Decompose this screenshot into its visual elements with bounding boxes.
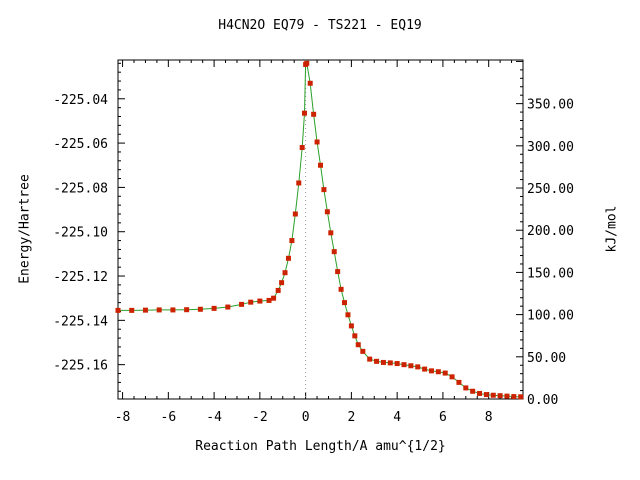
data-point [299,145,305,151]
data-point [266,297,272,303]
x-tick-label: -8 [115,410,131,425]
data-point [504,393,510,399]
data-point [156,307,162,313]
y2-tick-label: 250.00 [527,182,574,197]
data-point [301,110,307,116]
y2-tick-label: 50.00 [527,351,566,366]
data-point [248,299,254,305]
data-point [314,139,320,145]
data-point [511,394,517,400]
series-line [118,62,521,398]
x-tick-label: 6 [439,410,447,425]
data-point [345,312,351,318]
data-point [360,348,366,354]
data-point [321,187,327,193]
data-point [497,393,503,399]
data-point [518,394,524,400]
data-point [225,304,231,310]
data-point [374,358,380,364]
y-tick-label: -225.14 [53,314,108,329]
data-point [279,280,285,286]
data-point [477,390,483,396]
data-point [239,301,245,307]
data-point [328,230,334,236]
data-point [142,307,148,313]
data-point [304,60,310,66]
data-point [422,366,428,372]
data-point [352,333,358,339]
data-point [307,80,313,86]
data-point [463,385,469,391]
data-point [296,180,302,186]
y2-tick-label: 0.00 [527,393,558,408]
x-tick-label: -4 [206,410,222,425]
data-point [387,360,393,366]
y-tick-label: -225.08 [53,181,108,196]
y2-tick-label: 150.00 [527,266,574,281]
data-marks [115,60,524,400]
x-axis-title: Reaction Path Length/A amu^{1/2} [195,439,446,454]
data-point [348,323,354,329]
y-tick-label: -225.10 [53,226,108,241]
data-point [355,342,361,348]
data-point [367,356,373,362]
x-tick-label: -6 [161,410,177,425]
y2-tick-label: 350.00 [527,98,574,113]
x-tick-label: -2 [252,410,268,425]
data-point [490,392,496,398]
x-tick-label: 0 [302,410,310,425]
data-point [380,359,386,365]
y-tick-label: -225.16 [53,359,108,374]
data-point [311,111,317,117]
chart-title: H4CN2O EQ79 - TS221 - EQ19 [218,18,422,33]
axes: -8 -6 -4 -2 0 2 4 6 8 -225.16 -225.14 -225.12 -225.1… [53,60,574,425]
y-tick-label: -225.04 [53,93,108,108]
x-tick-label: 2 [347,410,355,425]
y-tick-label: -225.06 [53,137,108,152]
y-tick-label: -225.12 [53,270,108,285]
data-point [129,307,135,313]
data-point [211,305,217,311]
data-point [289,238,295,244]
data-point [275,287,281,293]
data-point [428,368,434,374]
data-point [331,249,337,255]
data-point [197,306,203,312]
data-point [435,369,441,375]
data-point [442,370,448,376]
plot-frame [117,59,524,400]
data-point [483,392,489,398]
data-point [449,374,455,380]
data-point [285,255,291,261]
y2-tick-label: 300.00 [527,140,574,155]
data-point [271,295,277,301]
data-point [335,269,341,275]
data-point [394,361,400,367]
y2-tick-label: 200.00 [527,224,574,239]
data-point [401,362,407,368]
data-point [324,209,330,215]
data-point [257,298,263,304]
y2-tick-label: 100.00 [527,309,574,324]
data-point [184,307,190,313]
data-point [415,364,421,370]
x-tick-label: 4 [393,410,401,425]
x-tick-label: 8 [485,410,493,425]
data-point [292,211,298,217]
data-point [318,162,323,168]
data-point [408,363,414,369]
data-point [338,286,344,292]
data-point [342,300,348,306]
data-point [282,270,288,276]
data-point [115,307,121,313]
data-point [456,379,462,385]
data-point [170,307,176,313]
data-point [470,388,476,394]
